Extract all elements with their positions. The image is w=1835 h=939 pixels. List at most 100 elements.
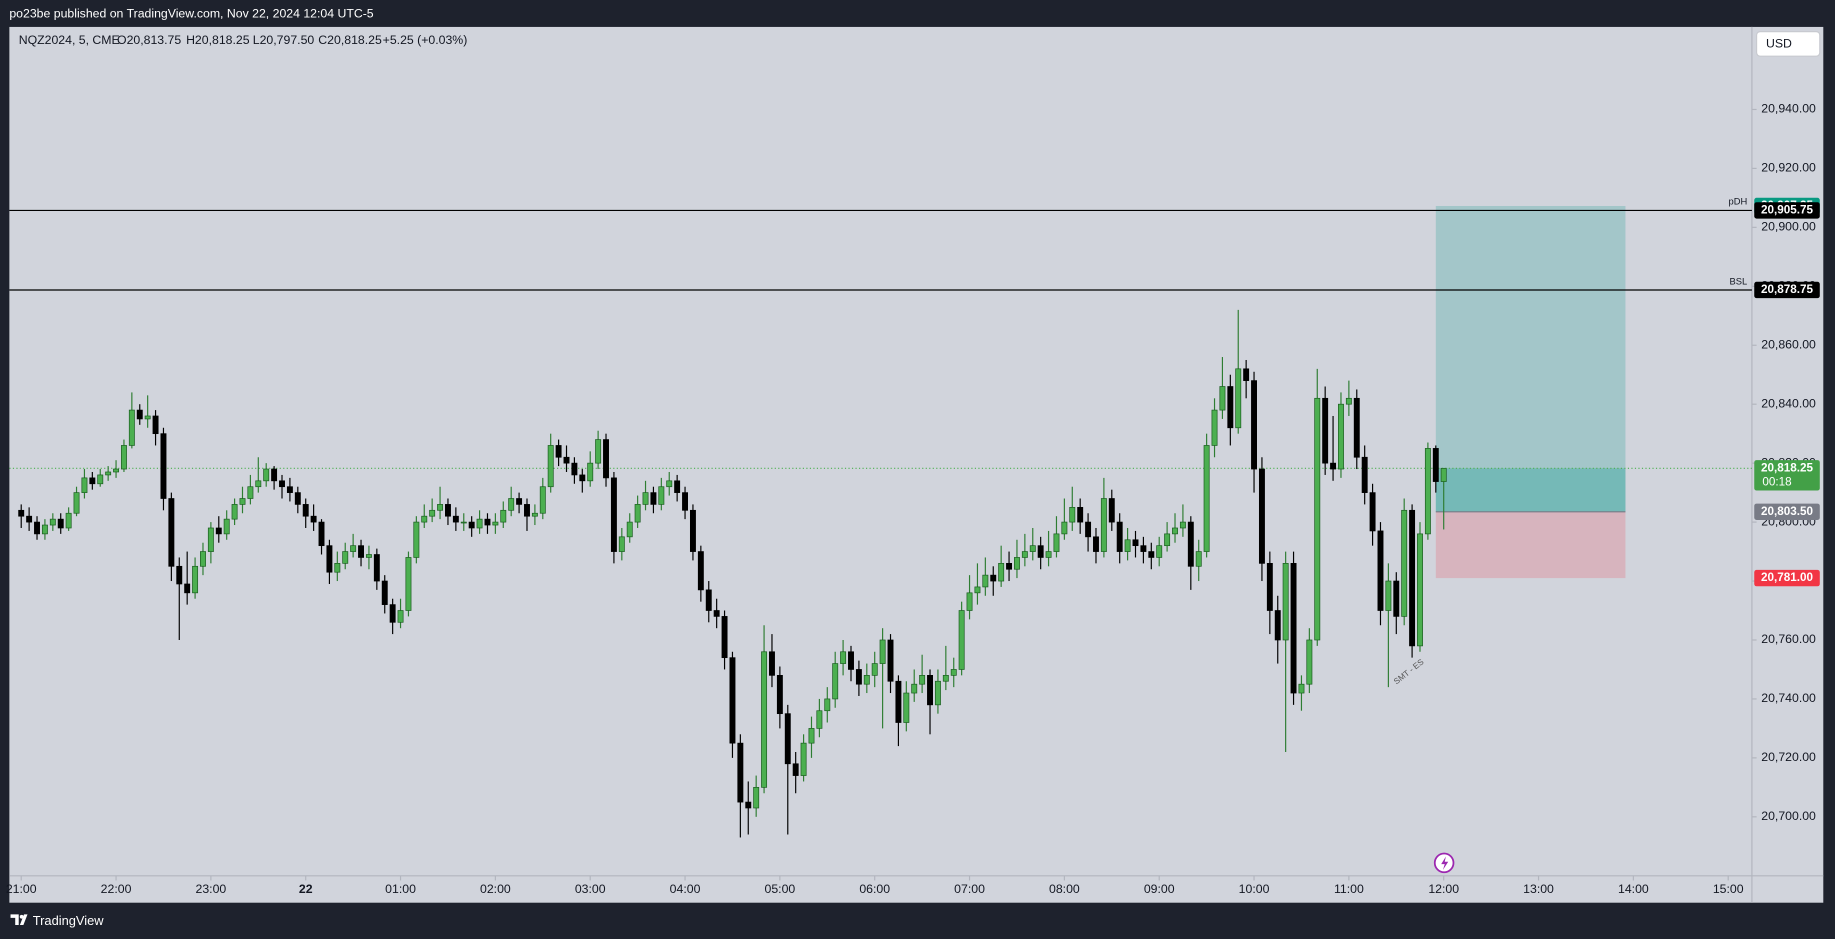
candle-body (911, 683, 918, 694)
candle-body (689, 509, 696, 552)
candle-body (89, 477, 96, 485)
candle-body (81, 477, 88, 493)
candle-body (1179, 521, 1186, 529)
candle-body (966, 592, 973, 611)
symbol-label: NQZ2024, 5, CME (19, 33, 120, 47)
candle-body (105, 471, 112, 476)
candle-body (1029, 545, 1036, 552)
y-tick-label: 20,860.00 (1761, 337, 1816, 351)
candle-body (247, 486, 254, 499)
candle-body (215, 527, 222, 535)
candle-body (1140, 545, 1147, 552)
candle-body (168, 498, 175, 567)
candle-body (626, 521, 633, 538)
y-tick-label: 20,740.00 (1761, 691, 1816, 705)
candle-body (1195, 551, 1202, 567)
candle-body (192, 565, 199, 594)
candle-body (855, 669, 862, 685)
candle-body (753, 787, 760, 809)
x-tick-label: 22:00 (101, 882, 132, 896)
candle-body (334, 563, 341, 573)
price-tag (1754, 569, 1820, 587)
candle-body (1124, 539, 1131, 552)
candle-body (1053, 533, 1060, 552)
candle-body (1361, 456, 1368, 493)
candle-body (18, 509, 25, 517)
candle-body (421, 515, 428, 523)
candle-body (848, 651, 854, 670)
candle-body (1045, 551, 1052, 558)
candle-body (776, 675, 783, 715)
candle-body (26, 515, 33, 523)
candle-body (413, 521, 420, 558)
candle-body (603, 439, 609, 479)
candle-body (1345, 397, 1352, 405)
candle-body (1085, 521, 1092, 538)
price-tag-label: 20,818.25 (1761, 461, 1813, 474)
candle-body (294, 492, 301, 505)
candle-body (800, 742, 807, 776)
candle-body (1069, 507, 1076, 523)
candle-body (397, 610, 404, 623)
price-tag-label: 20,905.75 (1761, 203, 1813, 216)
candle-body (1187, 521, 1194, 567)
candle-body (113, 468, 120, 473)
legend-value: +5.25 (+0.03%) (383, 33, 468, 47)
candle-body (231, 504, 238, 520)
candle-body (634, 504, 641, 523)
publish-header: po23be published on TradingView.com, Nov… (9, 6, 373, 20)
candle-body (863, 675, 870, 685)
y-tick-label: 20,900.00 (1761, 220, 1816, 234)
candle-body (34, 521, 40, 535)
candle-body (1116, 521, 1123, 552)
x-tick-label: 06:00 (859, 882, 890, 896)
candle-body (539, 486, 546, 514)
candle-body (958, 610, 965, 670)
candle-body (1338, 403, 1344, 470)
candle-body (816, 710, 823, 729)
candle-body (1401, 509, 1408, 617)
candle-body (484, 518, 491, 526)
x-tick-label: 01:00 (385, 882, 416, 896)
candle-body (871, 663, 878, 676)
candle-body (207, 527, 214, 552)
candle-body (365, 554, 372, 558)
candle-body (1148, 551, 1155, 558)
currency-label[interactable]: USD (1766, 37, 1792, 51)
candle-body (1353, 397, 1360, 458)
candle-body (405, 557, 412, 611)
candle-body (879, 639, 886, 664)
x-tick-label: 13:00 (1523, 882, 1554, 896)
x-tick-label: 05:00 (765, 882, 796, 896)
candle-body (1037, 545, 1044, 558)
candle-body (350, 545, 357, 552)
price-tag (1754, 460, 1820, 491)
candle-body (1298, 683, 1305, 694)
candle-body (524, 504, 530, 517)
candle-body (200, 551, 206, 567)
candle-body (476, 518, 483, 529)
candle-body (658, 486, 665, 505)
candle-body (840, 651, 847, 664)
x-tick-label: 14:00 (1618, 882, 1649, 896)
candle-body (610, 477, 617, 552)
price-tag-label: 20,781.00 (1761, 571, 1813, 584)
candle-body (144, 415, 151, 420)
candle-body (381, 580, 388, 605)
candle-body (1385, 580, 1392, 611)
candle-body (974, 586, 981, 594)
legend-value: L20,797.50 (253, 33, 315, 47)
candle-body (1393, 580, 1400, 617)
x-tick-label: 23:00 (196, 882, 227, 896)
legend-value: H20,818.25 (186, 33, 250, 47)
candle-body (674, 480, 681, 493)
currency-button[interactable] (1756, 31, 1821, 57)
candle-body (49, 518, 56, 526)
candle-body (832, 663, 839, 700)
candle-body (500, 509, 507, 523)
candle-body (57, 518, 64, 529)
candle-body (326, 545, 333, 573)
candle-body (1108, 498, 1115, 523)
candle-body (705, 589, 712, 611)
